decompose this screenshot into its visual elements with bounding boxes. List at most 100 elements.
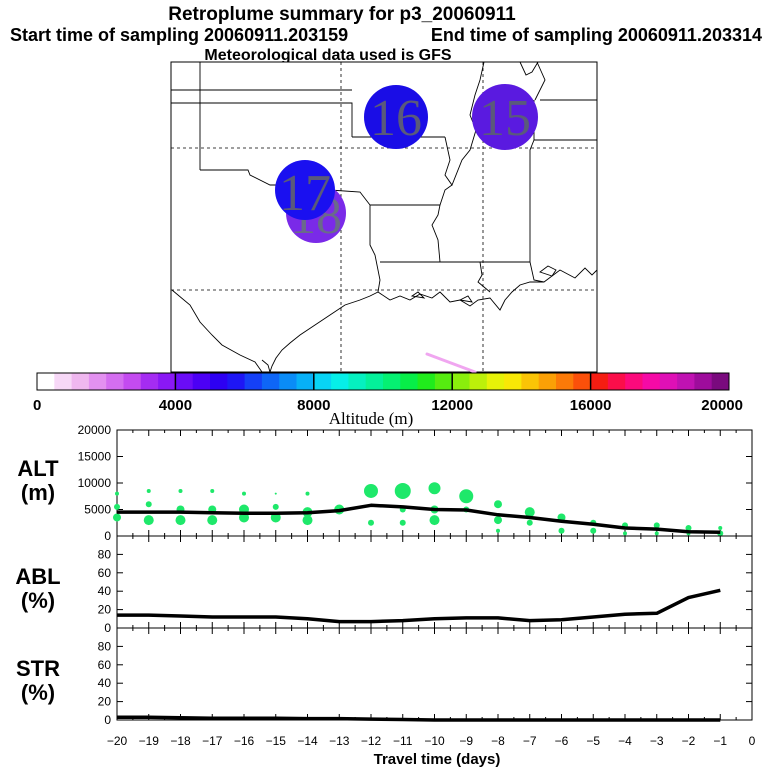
y-axis-label: ALT: [17, 456, 59, 481]
plume-marker: 15: [472, 84, 538, 150]
colorbar-swatch: [469, 373, 488, 390]
y-axis-label-unit: (m): [21, 480, 55, 505]
y-axis-label: STR: [16, 656, 60, 681]
alt-line: [117, 503, 721, 535]
plume-marker-label: 16: [370, 90, 422, 147]
plume-marker-circle: [364, 85, 428, 149]
alt-point: [399, 519, 406, 526]
colorbar-swatch: [625, 373, 643, 390]
alt-point: [302, 515, 313, 526]
y-tick-label: 20: [98, 695, 112, 709]
colorbar-swatch: [573, 373, 591, 390]
y-tick-label: 60: [98, 566, 112, 580]
colorbar-swatch: [261, 373, 280, 390]
alt-point: [653, 522, 660, 529]
alt-point: [178, 488, 183, 493]
alt-point: [558, 527, 565, 534]
alt-point: [496, 528, 500, 533]
colorbar-swatch: [365, 373, 384, 390]
y-tick-label: 15000: [78, 450, 112, 464]
alt-point: [239, 512, 249, 523]
colorbar-tick-label: 8000: [297, 397, 330, 414]
colorbar-swatch: [158, 373, 176, 390]
y-tick-label: 0: [104, 713, 111, 727]
x-tick-label: −1: [713, 734, 727, 748]
colorbar-swatch: [140, 373, 159, 390]
alt-point: [368, 519, 374, 526]
plume-marker-circle: [275, 160, 335, 220]
x-tick-label: −2: [682, 734, 696, 748]
x-tick-label: −16: [234, 734, 255, 748]
colorbar-swatch: [590, 373, 609, 390]
colorbar-swatch: [434, 373, 453, 390]
gulf-coastline: [261, 267, 598, 373]
colorbar-swatch: [71, 373, 90, 390]
alt-point: [494, 516, 502, 525]
coastline-details: [410, 265, 557, 303]
y-tick-label: 80: [98, 547, 112, 561]
colorbar-swatch: [192, 373, 211, 390]
y-tick-label: 20: [98, 603, 112, 617]
colorbar-tick-label: 0: [33, 397, 41, 414]
colorbar-swatch: [88, 373, 107, 390]
colorbar-swatch: [175, 373, 194, 390]
plume-marker: 17: [275, 160, 335, 222]
y-axis-label: ABL: [15, 564, 60, 589]
alt-point: [685, 525, 692, 532]
x-tick-label: −12: [361, 734, 382, 748]
x-tick-label: −5: [586, 734, 600, 748]
colorbar-swatch: [607, 373, 626, 390]
colorbar-swatch: [417, 373, 436, 390]
x-tick-label: −14: [297, 734, 318, 748]
x-tick-label: −13: [329, 734, 350, 748]
alt-point: [526, 519, 533, 526]
alt-point: [394, 482, 411, 499]
x-tick-label: −10: [424, 734, 445, 748]
x-tick-label: −9: [459, 734, 473, 748]
x-axis-label: Travel time (days): [374, 751, 501, 768]
alt-point: [364, 483, 378, 498]
plume-track: [425, 352, 477, 374]
alt-point: [115, 491, 119, 496]
alt-point: [210, 488, 215, 493]
alt-point: [242, 491, 246, 496]
colorbar-swatch: [677, 373, 695, 390]
alt-point: [274, 492, 277, 495]
x-tick-label: −4: [618, 734, 632, 748]
colorbar-swatch: [521, 373, 540, 390]
alt-point: [270, 512, 281, 523]
alt-point: [305, 491, 310, 496]
colorbar-swatch: [538, 373, 557, 390]
alt-point: [623, 531, 627, 536]
plume-marker-label: 15: [479, 90, 531, 147]
alt-point: [718, 526, 723, 531]
y-axis-label-unit: (%): [21, 680, 55, 705]
alt-point: [145, 501, 152, 508]
colorbar-tick-label: 20000: [701, 397, 743, 414]
plume-marker: 16: [364, 85, 428, 149]
start-time-label: Start time of sampling 20060911.203159: [10, 25, 348, 45]
colorbar-swatch: [711, 373, 730, 390]
mexico-border: [171, 289, 263, 373]
alt-point: [494, 500, 502, 509]
met-data-label: Meteorological data used is GFS: [204, 47, 451, 64]
colorbar-swatch: [642, 373, 661, 390]
plume-marker-label: 17: [279, 165, 331, 222]
colorbar-frame: [36, 372, 730, 391]
colorbar-tick-label: 12000: [431, 397, 473, 414]
colorbar-swatch: [244, 373, 263, 390]
x-tick-label: 0: [749, 734, 756, 748]
colorbar-swatch: [227, 373, 245, 390]
map-panel: 16 15 18 17: [170, 61, 598, 374]
alt-point: [459, 489, 474, 504]
colorbar-swatch: [313, 373, 332, 390]
y-tick-label: 0: [104, 529, 111, 543]
colorbar-swatch: [210, 373, 228, 390]
alt-point: [429, 515, 440, 526]
colorbar-swatch: [331, 373, 349, 390]
colorbar-swatch: [348, 373, 367, 390]
y-tick-label: 60: [98, 658, 112, 672]
colorbar-title: Altitude (m): [329, 409, 414, 428]
